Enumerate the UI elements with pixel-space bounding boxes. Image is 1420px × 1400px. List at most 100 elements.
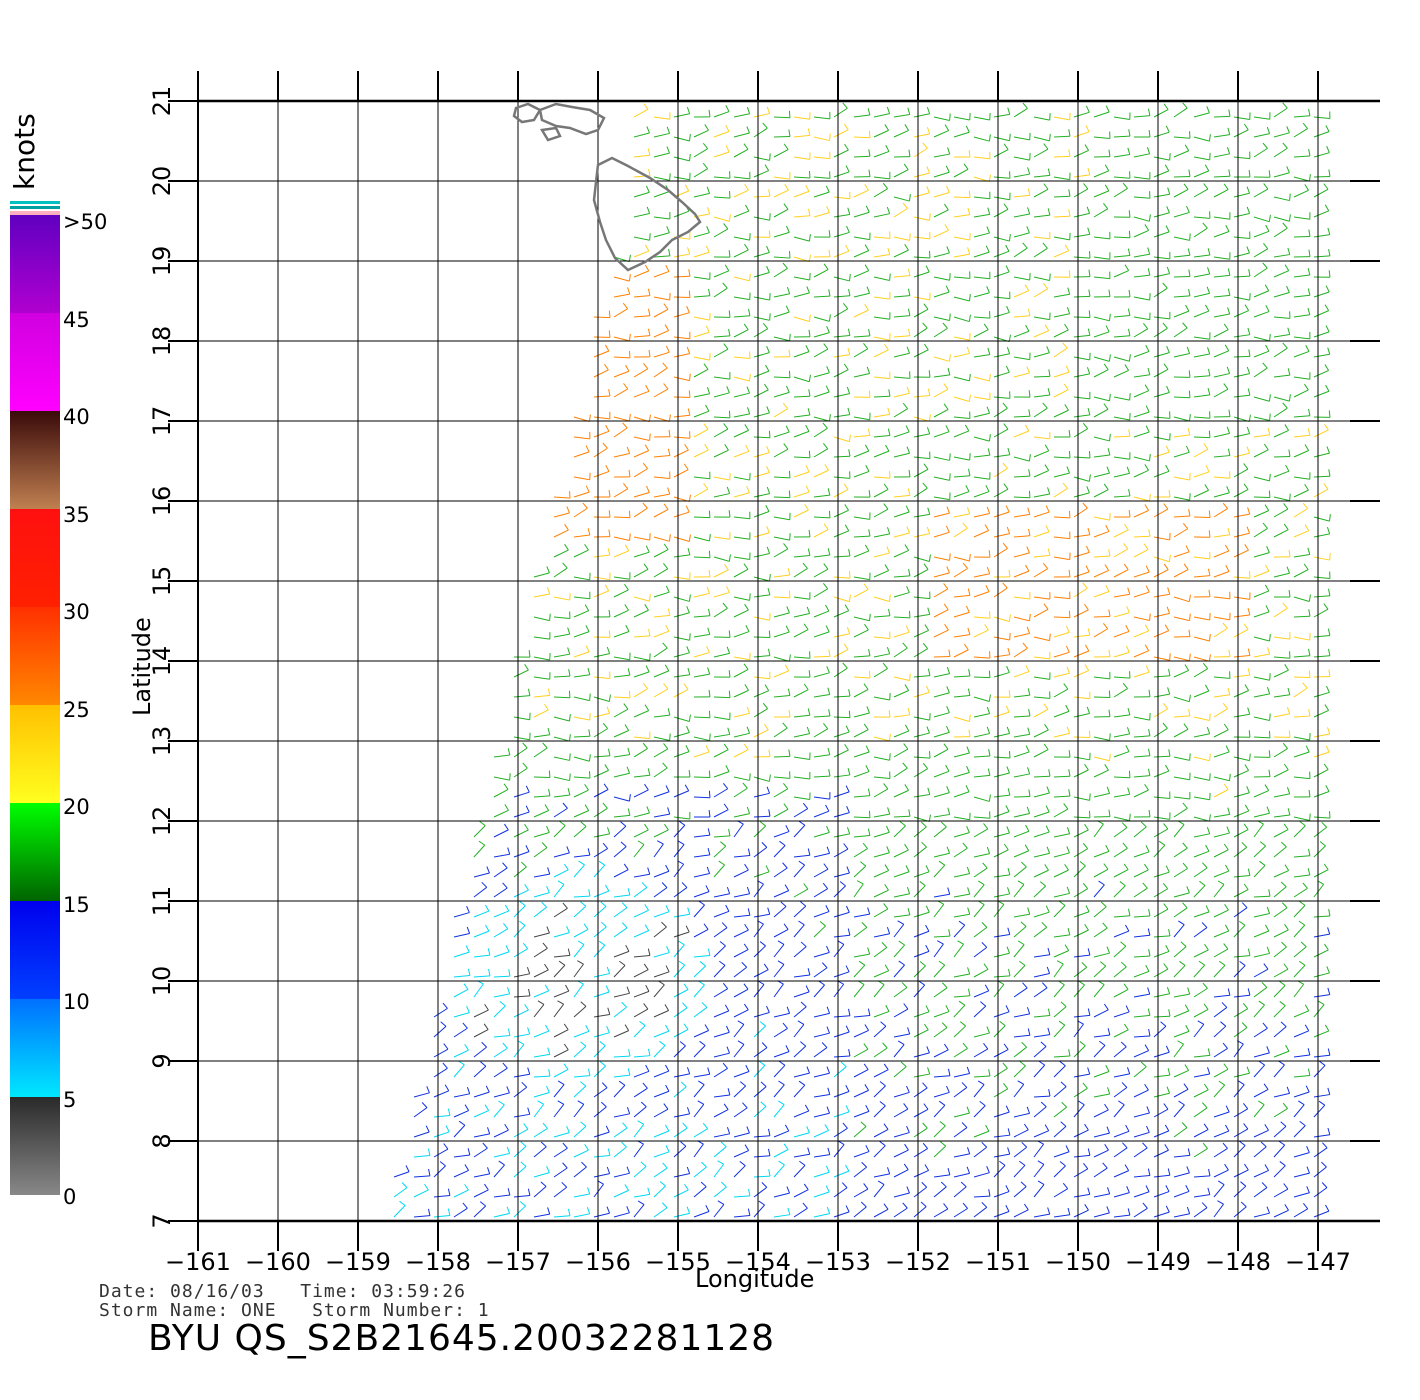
wind-barb [1273,196,1290,202]
wind-barb [553,964,566,978]
wind-barb [633,656,650,661]
wind-barb-flag [744,684,749,691]
wind-barb [873,176,890,180]
wind-barb [673,1007,688,1018]
wind-barb [853,676,870,679]
wind-barb-flag [957,940,964,945]
wind-barb [553,756,570,761]
wind-barb [1073,848,1088,858]
wind-barb [1153,612,1170,618]
wind-barb-flag [826,666,830,674]
wind-barb-flag [785,425,790,433]
wind-barb-flag [1189,753,1191,761]
wind-barb-flag [925,944,930,952]
wind-barb [1193,227,1208,238]
wind-barb [753,296,770,301]
wind-barb [1253,590,1270,598]
wind-barb-flag [743,663,749,670]
wind-barb [1233,549,1249,558]
wind-barb-flag [1006,346,1011,354]
wind-barb-flag [1123,863,1129,870]
wind-barb-flag [846,866,850,874]
wind-barb [1033,1143,1045,1158]
wind-barb-flag [1328,909,1331,917]
wind-barb-flag [889,273,891,281]
wind-barb [653,670,669,678]
wind-barb [1033,636,1050,642]
wind-barb-flag [824,464,829,471]
date-time-line: Date: 08/16/03 Time: 03:59:26 [99,1281,466,1302]
wind-barb-flag [1243,483,1249,490]
wind-barb [1293,1208,1308,1218]
wind-barb [713,988,728,998]
wind-barb-flag [1238,920,1246,926]
wind-barb-flag [986,1166,990,1173]
wind-barb [1173,868,1188,878]
wind-barb [1133,431,1150,438]
wind-barb [1193,1073,1210,1078]
wind-barb-flag [747,848,751,856]
wind-barb-flag [745,625,750,632]
wind-barb [713,749,729,758]
wind-barb [1253,311,1270,318]
wind-barb-flag [900,1061,907,1068]
wind-barb [793,1165,806,1178]
wind-barb-flag [768,1169,771,1177]
wind-barb [793,776,810,780]
wind-barb-flag [984,524,990,531]
wind-barb [413,1175,430,1178]
wind-barb [953,116,970,121]
wind-barb-flag [1222,622,1228,629]
wind-barb [953,893,970,898]
wind-barb-flag [788,129,791,137]
wind-barb-flag [923,1023,929,1031]
wind-barb [633,270,649,278]
wind-barb [1173,715,1190,718]
wind-barb-flag [1021,861,1027,868]
wind-barb [513,866,527,878]
wind-barb-flag [626,1107,631,1114]
wind-barb-flag [1280,1121,1287,1127]
wind-barb-flag [1328,248,1331,257]
wind-barb [573,507,588,518]
wind-barb-flag [962,1202,968,1209]
wind-barb [993,1067,1008,1078]
wind-barb [553,653,570,658]
wind-barb-flag [479,820,486,827]
wind-barb-flag [1326,146,1330,153]
wind-barb-flag [1047,1207,1051,1215]
wind-barb-flag [1204,943,1209,951]
wind-barb-flag [463,983,469,990]
wind-barb [893,815,911,818]
wind-barb-flag [907,707,911,715]
wind-barb-flag [1029,613,1031,621]
wind-barb [993,468,1008,478]
wind-barb-flag [828,709,831,717]
wind-barb-flag [684,784,690,791]
wind-barb-flag [949,273,951,281]
wind-barb [753,195,771,198]
wind-barb [793,376,810,383]
wind-barb [1193,216,1210,219]
wind-barb-flag [562,902,568,909]
wind-barb [1073,295,1091,298]
wind-barb [693,232,710,238]
wind-barb-flag [1247,388,1251,396]
wind-barb [473,1205,486,1218]
wind-barb-flag [1066,846,1070,854]
wind-barb-flag [537,1000,545,1005]
wind-barb-flag [1063,383,1069,391]
wind-barb-flag [897,920,905,925]
wind-barb-flag [462,1022,468,1029]
wind-barb [833,1111,850,1118]
wind-barb [1313,972,1330,978]
wind-barb [713,716,730,721]
wind-barb-flag [464,1164,470,1171]
wind-barb [633,450,649,458]
wind-barb [773,867,788,878]
wind-barb-flag [1306,1166,1310,1174]
wind-barb [773,231,790,238]
wind-barb-flag [728,828,731,836]
wind-barb-flag [544,984,550,992]
wind-barb [1253,476,1270,482]
